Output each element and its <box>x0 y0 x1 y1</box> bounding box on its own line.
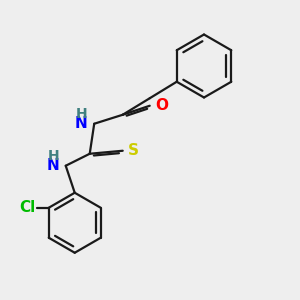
Text: H: H <box>76 107 88 121</box>
Text: S: S <box>128 143 139 158</box>
Text: H: H <box>47 149 59 163</box>
Text: N: N <box>75 116 88 131</box>
Text: O: O <box>155 98 168 113</box>
Text: Cl: Cl <box>19 200 35 215</box>
Text: N: N <box>46 158 59 173</box>
